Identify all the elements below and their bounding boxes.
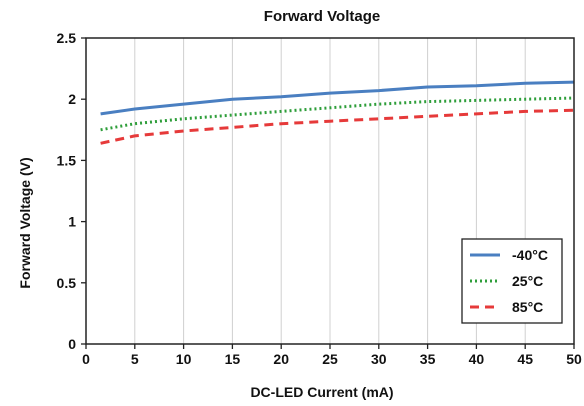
x-tick-label-4: 20: [273, 351, 289, 367]
series-lines: [100, 80, 575, 145]
y-axis-label: Forward Voltage (V): [17, 157, 33, 288]
x-tick-label-1: 5: [131, 351, 139, 367]
x-tick-label-6: 30: [371, 351, 387, 367]
legend-label-0: -40°C: [512, 247, 548, 263]
x-tick-label-7: 35: [420, 351, 436, 367]
legend: -40°C 25°C 85°C: [461, 238, 563, 324]
series-line-1: [100, 96, 575, 132]
series-line-0: [100, 80, 575, 116]
x-tick-label-8: 40: [469, 351, 485, 367]
x-tick-label-0: 0: [82, 351, 90, 367]
y-tick-label-3: 1.5: [57, 152, 77, 168]
x-tick-label-3: 15: [225, 351, 241, 367]
y-tick-label-4: 2: [68, 91, 76, 107]
y-tick-label-1: 0.5: [57, 275, 77, 291]
x-tick-label-5: 25: [322, 351, 338, 367]
grid: [134, 38, 526, 344]
x-tick-label-2: 10: [176, 351, 192, 367]
x-axis-label: DC-LED Current (mA): [250, 384, 393, 400]
x-ticks: 0 5 10 15 20 25 30 35 40 45 50: [82, 344, 582, 367]
y-tick-label-0: 0: [68, 336, 76, 352]
legend-box: [461, 238, 563, 324]
legend-label-1: 25°C: [512, 273, 543, 289]
legend-label-2: 85°C: [512, 299, 543, 315]
y-ticks: 0 0.5 1 1.5 2 2.5: [57, 30, 86, 352]
chart-title: Forward Voltage: [264, 8, 380, 25]
y-tick-label-2: 1: [68, 214, 76, 230]
x-tick-label-10: 50: [566, 351, 582, 367]
x-tick-label-9: 45: [517, 351, 533, 367]
y-tick-label-5: 2.5: [57, 30, 77, 46]
series-line-2: [100, 108, 575, 145]
